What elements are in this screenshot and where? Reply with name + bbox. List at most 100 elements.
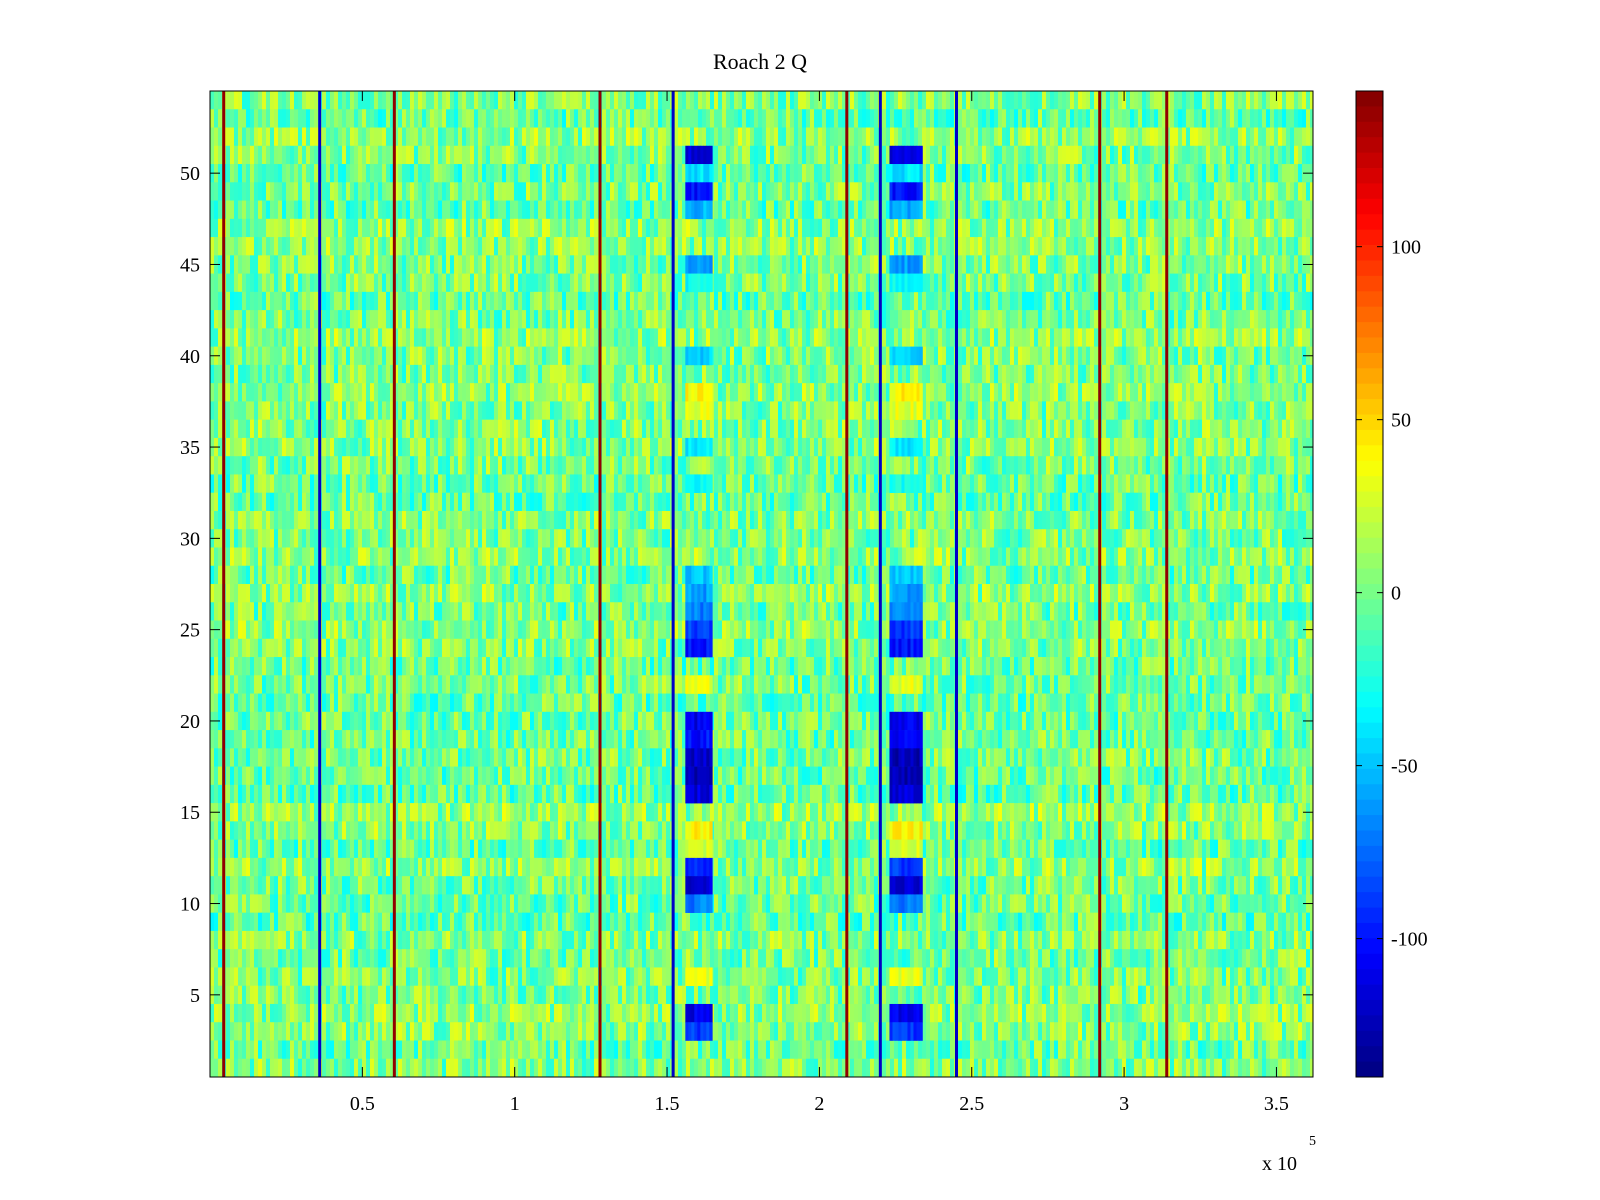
heatmap-noise-cell	[474, 291, 479, 311]
heatmap-noise-cell	[282, 182, 287, 201]
heatmap-noise-cell	[738, 145, 743, 165]
heatmap-noise-cell	[1282, 328, 1287, 347]
heatmap-noise-cell	[338, 401, 343, 420]
heatmap-noise-cell	[366, 182, 371, 201]
heatmap-noise-cell	[998, 218, 1003, 238]
heatmap-noise-cell	[562, 310, 567, 329]
heatmap-noise-cell	[294, 200, 299, 220]
heatmap-noise-cell	[438, 401, 443, 420]
heatmap-noise-cell	[1034, 401, 1039, 420]
heatmap-noise-cell	[818, 328, 823, 347]
heatmap-noise-cell	[558, 273, 563, 293]
heatmap-noise-cell	[826, 346, 831, 366]
heatmap-noise-cell	[238, 255, 243, 274]
heatmap-noise-cell	[822, 109, 827, 128]
heatmap-noise-cell	[990, 328, 995, 347]
heatmap-noise-cell	[398, 200, 403, 220]
heatmap-noise-cell	[618, 91, 623, 110]
heatmap-noise-cell	[566, 237, 571, 256]
heatmap-noise-cell	[602, 182, 607, 201]
heatmap-noise-cell	[1206, 364, 1211, 384]
heatmap-noise-cell	[650, 310, 655, 329]
heatmap-noise-cell	[918, 218, 923, 238]
heatmap-noise-cell	[386, 364, 391, 384]
heatmap-noise-cell	[482, 145, 487, 165]
heatmap-noise-cell	[870, 255, 875, 274]
heatmap-noise-cell	[1014, 291, 1019, 311]
heatmap-noise-cell	[814, 383, 819, 402]
heatmap-noise-cell	[850, 346, 855, 366]
heatmap-noise-cell	[234, 401, 239, 420]
heatmap-noise-cell	[226, 237, 231, 256]
heatmap-noise-cell	[218, 401, 223, 420]
heatmap-noise-cell	[422, 127, 427, 147]
heatmap-noise-cell	[398, 127, 403, 147]
heatmap-noise-cell	[882, 255, 887, 274]
heatmap-noise-cell	[698, 91, 703, 110]
heatmap-noise-cell	[1270, 109, 1275, 128]
heatmap-noise-cell	[734, 164, 739, 183]
heatmap-noise-cell	[1306, 200, 1311, 220]
heatmap-noise-cell	[726, 200, 731, 220]
heatmap-noise-cell	[922, 218, 927, 238]
heatmap-noise-cell	[302, 273, 307, 293]
heatmap-noise-cell	[342, 364, 347, 384]
heatmap-noise-cell	[226, 145, 231, 165]
heatmap-noise-cell	[1026, 291, 1031, 311]
heatmap-noise-cell	[470, 145, 475, 165]
heatmap-noise-cell	[266, 182, 271, 201]
heatmap-noise-cell	[274, 182, 279, 201]
heatmap-noise-cell	[562, 255, 567, 274]
heatmap-noise-cell	[882, 164, 887, 183]
heatmap-noise-cell	[614, 401, 619, 420]
heatmap-noise-cell	[358, 291, 363, 311]
heatmap-noise-cell	[446, 346, 451, 366]
heatmap-noise-cell	[1066, 401, 1071, 420]
heatmap-noise-cell	[1082, 109, 1087, 128]
heatmap-noise-cell	[242, 328, 247, 347]
heatmap-noise-cell	[646, 164, 651, 183]
heatmap-noise-cell	[642, 383, 647, 402]
heatmap-noise-cell	[1278, 127, 1283, 147]
heatmap-noise-cell	[722, 383, 727, 402]
heatmap-noise-cell	[302, 419, 307, 439]
heatmap-noise-cell	[1070, 218, 1075, 238]
heatmap-noise-cell	[1286, 364, 1291, 384]
heatmap-noise-cell	[1010, 328, 1015, 347]
heatmap-noise-cell	[586, 328, 591, 347]
heatmap-noise-cell	[806, 237, 811, 256]
heatmap-noise-cell	[294, 237, 299, 256]
heatmap-noise-cell	[826, 218, 831, 238]
heatmap-noise-cell	[662, 237, 667, 256]
heatmap-noise-cell	[494, 237, 499, 256]
heatmap-noise-cell	[514, 383, 519, 402]
heatmap-noise-cell	[970, 255, 975, 274]
heatmap-noise-cell	[662, 182, 667, 201]
heatmap-noise-cell	[1254, 109, 1259, 128]
heatmap-noise-cell	[750, 346, 755, 366]
heatmap-noise-cell	[1250, 310, 1255, 329]
heatmap-noise-cell	[294, 364, 299, 384]
heatmap-noise-cell	[798, 200, 803, 220]
heatmap-noise-cell	[358, 91, 363, 110]
heatmap-noise-cell	[1270, 218, 1275, 238]
heatmap-noise-cell	[1026, 145, 1031, 165]
heatmap-noise-cell	[1142, 273, 1147, 293]
heatmap-noise-cell	[986, 218, 991, 238]
heatmap-noise-cell	[390, 200, 395, 220]
heatmap-noise-cell	[618, 109, 623, 128]
heatmap-noise-cell	[422, 310, 427, 329]
heatmap-noise-cell	[1014, 255, 1019, 274]
heatmap-noise-cell	[922, 383, 927, 402]
heatmap-noise-cell	[882, 273, 887, 293]
heatmap-noise-cell	[514, 255, 519, 274]
heatmap-noise-cell	[1058, 109, 1063, 128]
heatmap-noise-cell	[790, 164, 795, 183]
heatmap-noise-cell	[226, 218, 231, 238]
heatmap-noise-cell	[354, 291, 359, 311]
heatmap-noise-cell	[1222, 364, 1227, 384]
heatmap-noise-cell	[466, 310, 471, 329]
heatmap-noise-cell	[798, 346, 803, 366]
heatmap-noise-cell	[610, 255, 615, 274]
heatmap-noise-cell	[1102, 127, 1107, 147]
